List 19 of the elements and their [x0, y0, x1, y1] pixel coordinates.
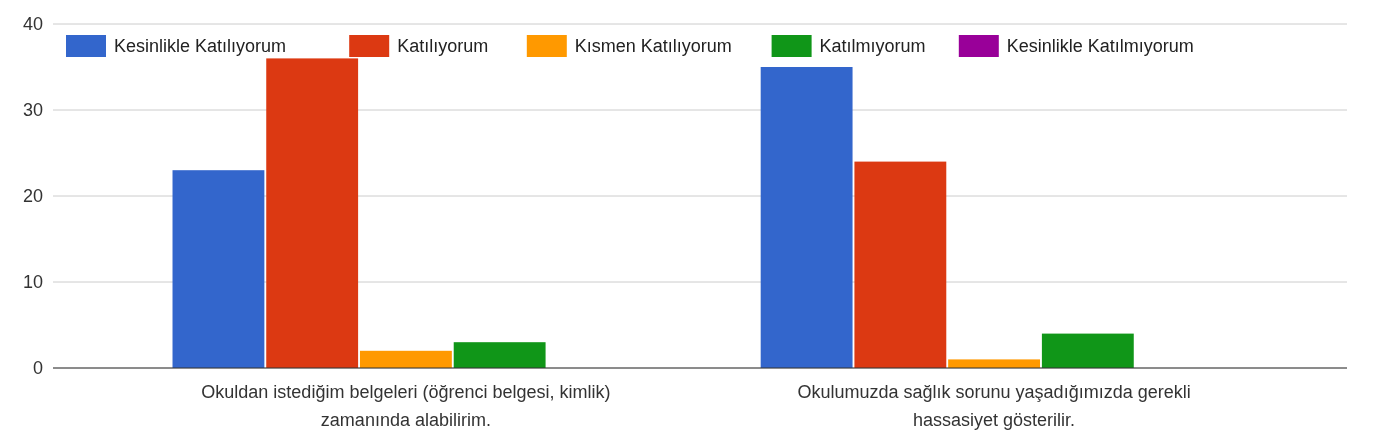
legend-label: Kesinlikle Katılıyorum	[114, 36, 287, 57]
legend-label: Kesinlikle Katılmıyorum	[1006, 36, 1194, 57]
bar	[760, 67, 853, 368]
x-tick-label: Okulumuzda sağlık sorunu yaşadığımızda gerekli hassasiyet gösterilir.	[797, 382, 1191, 430]
bar	[359, 350, 452, 368]
legend-label: Kısmen Katılıyorum	[574, 36, 732, 57]
y-tick-label: 30	[22, 100, 43, 121]
bar	[948, 359, 1041, 368]
x-tick-label: Okuldan istediğim belgeleri (öğrenci belgesi, kimlik) zamanında alabilirim.	[201, 382, 611, 430]
y-tick-label: 40	[22, 14, 43, 35]
y-tick-label: 20	[22, 186, 43, 207]
bar	[453, 342, 546, 368]
bar	[1041, 333, 1134, 368]
y-tick-label: 0	[32, 358, 43, 379]
legend-label: Katılmıyorum	[819, 36, 926, 57]
y-tick-label: 10	[22, 272, 43, 293]
bar	[854, 161, 947, 368]
legend-label: Katılıyorum	[397, 36, 489, 57]
bar	[172, 170, 265, 368]
